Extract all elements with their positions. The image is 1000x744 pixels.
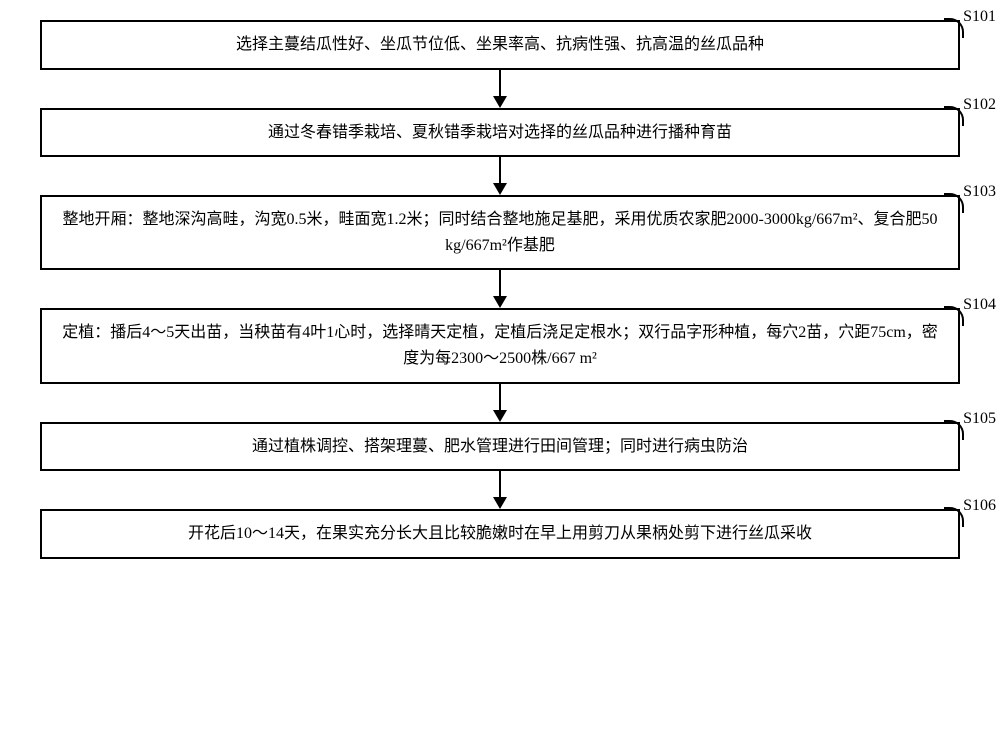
flow-arrow — [493, 157, 507, 195]
step-box: 通过植株调控、搭架理蔓、肥水管理进行田间管理；同时进行病虫防治 — [40, 422, 960, 472]
flowchart-container: S101 选择主蔓结瓜性好、坐瓜节位低、坐果率高、抗病性强、抗高温的丝瓜品种 S… — [40, 20, 960, 559]
step-id-label: S106 — [963, 497, 996, 515]
label-hook — [944, 106, 964, 126]
step-text: 整地开厢：整地深沟高畦，沟宽0.5米，畦面宽1.2米；同时结合整地施足基肥，采用… — [62, 211, 937, 254]
step-id-label: S103 — [963, 183, 996, 201]
label-hook — [944, 420, 964, 440]
flow-arrow — [493, 471, 507, 509]
step-text: 通过冬春错季栽培、夏秋错季栽培对选择的丝瓜品种进行播种育苗 — [268, 124, 732, 141]
flow-step: S102 通过冬春错季栽培、夏秋错季栽培对选择的丝瓜品种进行播种育苗 — [40, 108, 960, 158]
step-box: 定植：播后4～5天出苗，当秧苗有4叶1心时，选择晴天定植，定植后浇足定根水；双行… — [40, 308, 960, 383]
flow-arrow — [493, 70, 507, 108]
label-hook — [944, 507, 964, 527]
step-id-label: S102 — [963, 96, 996, 114]
step-box: 选择主蔓结瓜性好、坐瓜节位低、坐果率高、抗病性强、抗高温的丝瓜品种 — [40, 20, 960, 70]
step-box: 开花后10～14天，在果实充分长大且比较脆嫩时在早上用剪刀从果柄处剪下进行丝瓜采… — [40, 509, 960, 559]
step-text: 通过植株调控、搭架理蔓、肥水管理进行田间管理；同时进行病虫防治 — [252, 438, 748, 455]
label-hook — [944, 193, 964, 213]
flow-step: S103 整地开厢：整地深沟高畦，沟宽0.5米，畦面宽1.2米；同时结合整地施足… — [40, 195, 960, 270]
step-box: 整地开厢：整地深沟高畦，沟宽0.5米，畦面宽1.2米；同时结合整地施足基肥，采用… — [40, 195, 960, 270]
flow-step: S105 通过植株调控、搭架理蔓、肥水管理进行田间管理；同时进行病虫防治 — [40, 422, 960, 472]
step-box: 通过冬春错季栽培、夏秋错季栽培对选择的丝瓜品种进行播种育苗 — [40, 108, 960, 158]
flow-step: S104 定植：播后4～5天出苗，当秧苗有4叶1心时，选择晴天定植，定植后浇足定… — [40, 308, 960, 383]
step-id-label: S105 — [963, 410, 996, 428]
step-id-label: S101 — [963, 8, 996, 26]
flow-arrow — [493, 270, 507, 308]
flow-step: S101 选择主蔓结瓜性好、坐瓜节位低、坐果率高、抗病性强、抗高温的丝瓜品种 — [40, 20, 960, 70]
flow-step: S106 开花后10～14天，在果实充分长大且比较脆嫩时在早上用剪刀从果柄处剪下… — [40, 509, 960, 559]
label-hook — [944, 306, 964, 326]
step-text: 开花后10～14天，在果实充分长大且比较脆嫩时在早上用剪刀从果柄处剪下进行丝瓜采… — [188, 525, 812, 542]
step-text: 定植：播后4～5天出苗，当秧苗有4叶1心时，选择晴天定植，定植后浇足定根水；双行… — [62, 324, 938, 367]
flow-arrow — [493, 384, 507, 422]
step-text: 选择主蔓结瓜性好、坐瓜节位低、坐果率高、抗病性强、抗高温的丝瓜品种 — [236, 36, 764, 53]
step-id-label: S104 — [963, 296, 996, 314]
label-hook — [944, 18, 964, 38]
